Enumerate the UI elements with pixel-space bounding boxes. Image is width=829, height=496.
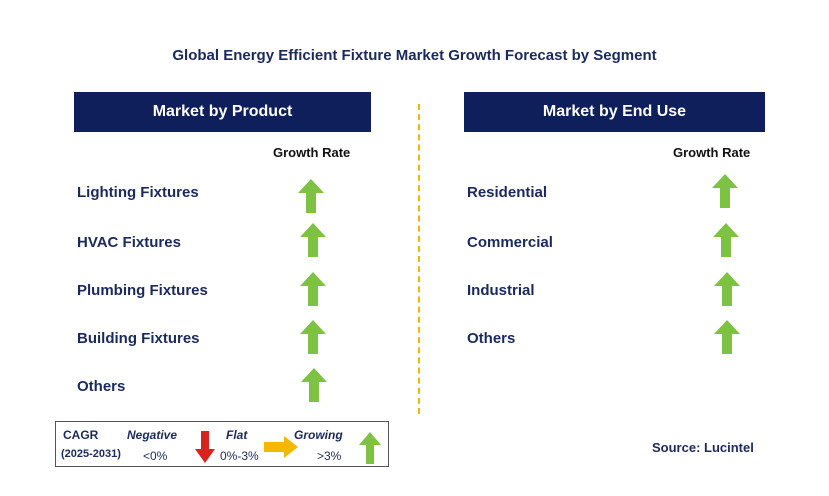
end-use-growth-rate-label: Growth Rate (673, 145, 751, 160)
chart-title: Global Energy Efficient Fixture Market G… (172, 47, 657, 64)
cagr-legend: CAGR (2025-2031) Negative <0% Flat 0%-3%… (55, 421, 389, 467)
source-label: Source: Lucintel (652, 440, 754, 455)
end-use-panel-header: Market by End Use (464, 92, 765, 132)
product-panel-header: Market by Product (74, 92, 371, 132)
product-row-label: Lighting Fixtures (77, 184, 199, 201)
arrow-up-icon (712, 174, 738, 208)
legend-cagr-label: CAGR (63, 428, 99, 442)
end-use-row-label: Commercial (467, 234, 553, 251)
legend-negative-range: <0% (143, 449, 168, 463)
product-row-label: Others (77, 378, 126, 395)
arrow-up-icon (714, 272, 740, 306)
legend-growing-range: >3% (317, 449, 342, 463)
arrow-up-icon (359, 432, 381, 464)
legend-period-label: (2025-2031) (61, 448, 121, 460)
arrow-up-icon (298, 179, 324, 213)
legend-flat-label: Flat (226, 428, 248, 442)
arrow-up-icon (300, 272, 326, 306)
product-growth-rate-label: Growth Rate (273, 145, 351, 160)
arrow-up-icon (300, 320, 326, 354)
arrow-up-icon (300, 223, 326, 257)
panel-divider (418, 104, 420, 414)
arrow-up-icon (301, 368, 327, 402)
arrow-down-icon (195, 431, 215, 463)
product-row-label: Building Fixtures (77, 330, 200, 347)
legend-growing-label: Growing (294, 428, 343, 442)
product-row-label: HVAC Fixtures (77, 234, 181, 251)
arrow-up-icon (713, 223, 739, 257)
end-use-row-label: Industrial (467, 282, 535, 299)
arrow-right-icon (264, 436, 298, 458)
legend-negative-label: Negative (127, 428, 178, 442)
legend-flat-range: 0%-3% (220, 449, 259, 463)
end-use-row-label: Others (467, 330, 516, 347)
end-use-row-label: Residential (467, 184, 548, 201)
arrow-up-icon (714, 320, 740, 354)
product-row-label: Plumbing Fixtures (77, 282, 208, 299)
